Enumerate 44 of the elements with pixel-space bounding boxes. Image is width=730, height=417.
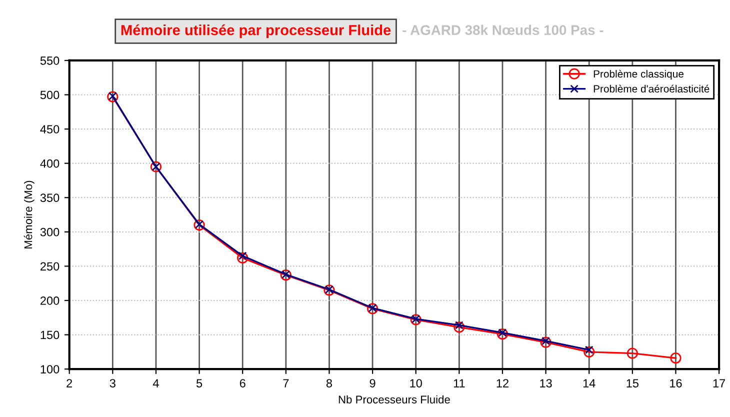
- point: [542, 336, 550, 346]
- y-tick-label: 100: [40, 365, 60, 374]
- x-tick-label: 15: [626, 379, 638, 388]
- y-tick-label: 300: [40, 228, 60, 236]
- x-tick-label: 3: [110, 379, 116, 388]
- point: [498, 328, 507, 337]
- x-tick-label: 2: [66, 379, 72, 388]
- y-tick-label: 250: [40, 262, 60, 271]
- point: [237, 252, 248, 264]
- x-tick-label: 13: [540, 379, 552, 388]
- x-tick-label: 10: [410, 379, 422, 388]
- y-tick-label: 200: [40, 296, 60, 305]
- y-tick-label: 350: [40, 194, 60, 202]
- x-tick-label: 8: [326, 379, 332, 388]
- y-tick-label: 400: [40, 159, 60, 168]
- x-tick-label: 6: [240, 379, 246, 388]
- y-tick-label: 500: [40, 90, 60, 100]
- x-tick-label: 16: [670, 379, 682, 388]
- point: [238, 252, 247, 260]
- y-axis-title: Mémoire (Mo): [24, 180, 34, 248]
- point: [540, 336, 552, 348]
- y-tick-label: 550: [40, 56, 60, 65]
- x-tick-label: 4: [152, 379, 159, 388]
- y-tick-label: 450: [40, 125, 60, 134]
- point: [584, 346, 594, 354]
- point: [626, 348, 638, 359]
- x-axis-title: Nb Processeurs Fluide: [338, 395, 450, 404]
- x-tick-label: 5: [196, 379, 202, 388]
- x-tick-label: 12: [496, 379, 508, 388]
- point: [584, 346, 595, 358]
- point: [455, 320, 464, 330]
- x-tick-label: 11: [454, 379, 465, 388]
- legend-label: Problème d'aéroélasticité: [594, 84, 710, 93]
- chart-title: Mémoire utilisée par processeur Fluide: [121, 24, 391, 38]
- point: [670, 352, 682, 364]
- x-tick-label: 14: [583, 379, 596, 388]
- y-tick-label: 150: [40, 330, 60, 340]
- legend-label: Problème classique: [594, 70, 684, 80]
- x-tick-label: 17: [713, 379, 726, 388]
- x-tick-label: 9: [370, 379, 376, 388]
- point: [496, 328, 508, 340]
- point: [454, 322, 465, 333]
- x-tick-label: 7: [283, 379, 289, 388]
- chart-subtitle: - AGARD 38k Nœuds 100 Pas -: [402, 24, 604, 36]
